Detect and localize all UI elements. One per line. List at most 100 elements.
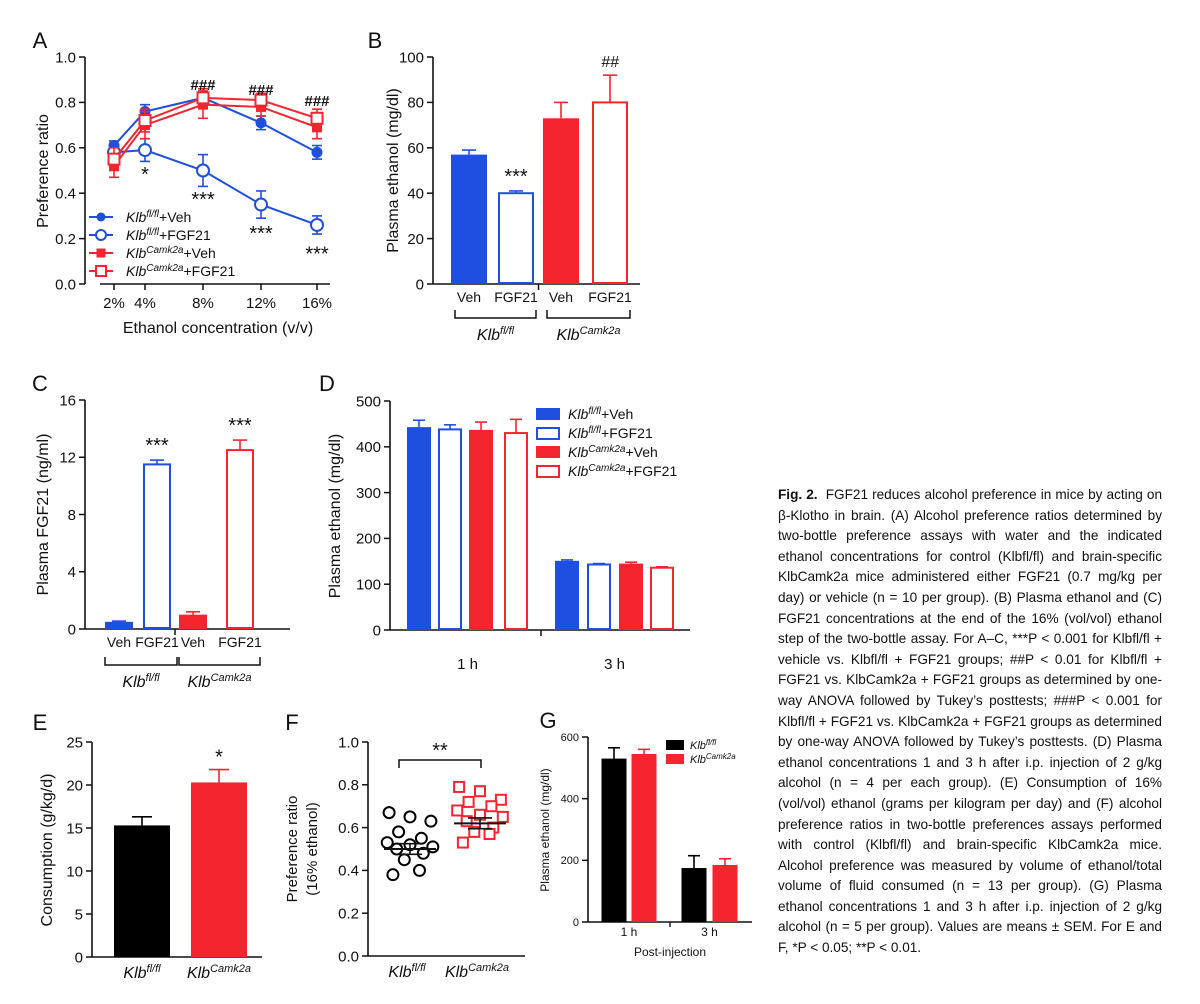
data-point <box>496 810 509 823</box>
y-tick-label: 0 <box>373 622 381 639</box>
bar <box>712 864 738 922</box>
y-tick-label: 0.8 <box>338 777 359 794</box>
bar-3 <box>592 74 628 285</box>
bar-1-1 <box>712 857 738 922</box>
bar <box>179 614 207 629</box>
panel-F: F 0.0 0.2 0.4 0.6 0.8 1.0 Preference ratio (16% … <box>284 710 525 981</box>
significance-marker: *** <box>305 243 329 265</box>
y-tick-label: 16 <box>59 392 76 409</box>
bar <box>619 563 643 630</box>
y-tick-label: 0.2 <box>338 905 359 922</box>
x-tick-label: Veh <box>107 634 131 650</box>
y-tick-label: 0 <box>75 949 83 966</box>
panel-E: E 0 5 10 15 20 25 Consumption (g/kg/d) Klbfl/fl K… <box>33 710 262 982</box>
panel-letter: B <box>368 28 383 53</box>
panel-letter: D <box>319 371 335 396</box>
data-point <box>254 93 268 107</box>
bar <box>650 566 674 630</box>
y-tick-label: 400 <box>356 439 381 456</box>
legend-label: KlbCamk2a+Veh <box>126 245 216 262</box>
y-tick-label: 0 <box>68 621 76 638</box>
y-tick-label: 25 <box>66 734 83 751</box>
panel-letter: C <box>32 371 48 396</box>
x-tick-label: FGF21 <box>494 289 538 305</box>
x-tick-label: FGF21 <box>588 289 632 305</box>
y-axis-label: Plasma ethanol (mg/dl) <box>385 88 402 253</box>
panel-letter: G <box>539 708 556 733</box>
bar-1 <box>143 459 171 629</box>
group-label: KlbCamk2a <box>556 325 620 344</box>
significance-bracket <box>398 759 482 768</box>
legend-swatch <box>536 408 560 420</box>
x-tick-label: Klbfl/fl <box>123 963 161 982</box>
legend-swatch <box>666 754 684 764</box>
y-tick-label: 0.8 <box>55 95 76 112</box>
data-point <box>494 793 507 806</box>
significance-marker: *** <box>228 415 252 437</box>
y-tick-label: 200 <box>561 855 579 867</box>
y-tick-label: 1.0 <box>338 734 359 751</box>
y-tick-label: 100 <box>356 576 381 593</box>
bar <box>226 449 254 629</box>
panel-D: D 0 100 200 300 400 500 Plasma ethanol (mg/dl) 1… <box>319 371 690 673</box>
bar <box>601 758 627 922</box>
x-tick-label: KlbCamk2a <box>445 962 509 981</box>
data-point <box>468 825 481 838</box>
legend-label: KlbCamk2a+FGF21 <box>568 463 677 480</box>
bar <box>451 154 487 284</box>
caption-text: FGF21 reduces alcohol preference in mice… <box>778 487 1163 956</box>
data-point <box>414 831 428 845</box>
data-point <box>451 804 464 817</box>
bar <box>631 753 657 922</box>
y-tick-label: 100 <box>399 49 424 66</box>
bar-0-1 <box>555 559 579 630</box>
y-tick-label: 0 <box>416 276 424 293</box>
x-tick-label: Veh <box>549 289 573 305</box>
x-tick-label: Klbfl/fl <box>388 962 426 981</box>
y-tick-label: 500 <box>356 393 381 410</box>
bar-1-0 <box>438 424 462 630</box>
legend-swatch <box>536 465 560 478</box>
data-point <box>196 91 210 105</box>
bar <box>191 782 247 957</box>
data-point <box>456 836 469 849</box>
y-tick-label: 400 <box>561 794 579 806</box>
group-label: Klbfl/fl <box>122 672 160 691</box>
y-tick-label: 12 <box>59 450 76 467</box>
legend-marker <box>96 212 106 222</box>
y-tick-label: 0.6 <box>338 820 359 837</box>
x-tick-label: 4% <box>134 295 156 312</box>
legend-swatch <box>666 740 684 750</box>
y-tick-label: 0.2 <box>55 231 76 248</box>
x-tick-label: 3 h <box>604 656 625 673</box>
panel-G: G 0 200 400 600 Plasma ethanol (mg/dl) 1 h 3 h P… <box>538 708 752 959</box>
y-tick-label: 0.4 <box>338 863 359 880</box>
y-tick-label: 0 <box>573 917 579 929</box>
significance-marker: *** <box>191 189 215 211</box>
panel-letter: E <box>33 710 48 735</box>
bar-2 <box>179 611 207 629</box>
data-point <box>382 806 396 820</box>
y-tick-label: 1.0 <box>55 49 76 66</box>
y-tick-label: 0.0 <box>55 276 76 293</box>
legend-label: Klbfl/fl+FGF21 <box>568 425 653 442</box>
x-tick-label: 16% <box>302 295 332 312</box>
data-point <box>485 800 498 813</box>
data-point <box>416 846 430 860</box>
y-tick-label: 20 <box>66 777 83 794</box>
bar-1-0 <box>631 748 657 922</box>
legend-label: KlbCamk2a+FGF21 <box>126 263 235 280</box>
x-tick-label: 1 h <box>621 925 638 939</box>
x-tick-label: Veh <box>457 289 481 305</box>
bar-1 <box>191 768 247 957</box>
bar <box>498 192 534 284</box>
y-tick-label: 60 <box>407 140 424 157</box>
y-tick-label: 20 <box>407 231 424 248</box>
bar <box>543 118 579 284</box>
x-tick-label: Veh <box>181 634 205 650</box>
data-point <box>413 863 426 877</box>
panel-letter: F <box>285 710 298 735</box>
y-tick-label: 200 <box>356 531 381 548</box>
